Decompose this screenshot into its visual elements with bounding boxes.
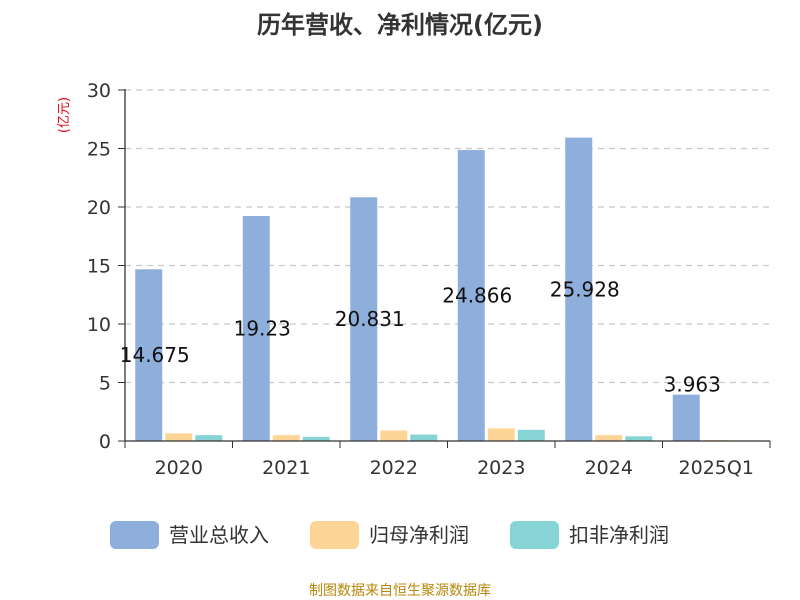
y-axis-unit-label: (亿元)	[57, 97, 72, 133]
data-label-2023: 24.866	[442, 284, 512, 308]
bar-2-2024	[595, 435, 623, 441]
bar-1-2025Q1	[672, 394, 700, 441]
legend-swatch-1	[110, 521, 159, 549]
x-tick-label-2025Q1: 2025Q1	[679, 457, 754, 479]
chart-title: 历年营收、净利情况(亿元)	[257, 11, 543, 39]
data-label-2021: 19.23	[234, 317, 291, 341]
y-tick-label: 25	[87, 139, 111, 161]
y-tick-label: 0	[99, 431, 111, 453]
y-tick-label: 15	[87, 256, 111, 278]
y-tick-label: 30	[87, 80, 111, 102]
x-tick-label-2020: 2020	[155, 457, 203, 479]
data-label-2025Q1: 3.963	[664, 373, 721, 397]
y-axis-ticks: 0 5 10 15 20 25 30	[87, 80, 125, 453]
gridlines	[125, 89, 770, 384]
x-tick-label-2021: 2021	[262, 457, 310, 479]
bar-2-2020	[165, 433, 193, 441]
legend-label-1: 营业总收入	[169, 523, 269, 547]
x-tick-label-2022: 2022	[370, 457, 418, 479]
bar-2-2022	[380, 430, 408, 441]
legend-swatch-3	[510, 521, 559, 549]
bar-1-2024	[565, 137, 593, 441]
legend: 营业总收入 归母净利润 扣非净利润	[110, 521, 669, 549]
x-tick-label-2024: 2024	[585, 457, 633, 479]
data-labels: 14.675 19.23 20.831 24.866 25.928 3.963	[120, 277, 721, 396]
bar-2-2021	[272, 435, 300, 441]
bar-1-2022	[350, 197, 378, 441]
bar-2-2023	[487, 428, 515, 441]
y-tick-label: 10	[87, 314, 111, 336]
legend-label-3: 扣非净利润	[569, 523, 669, 547]
bar-1-2021	[242, 216, 270, 441]
data-label-2022: 20.831	[335, 307, 405, 331]
data-label-2024: 25.928	[550, 277, 620, 301]
y-tick-label: 20	[87, 197, 111, 219]
bar-3-2021	[302, 436, 330, 441]
x-tick-label-2023: 2023	[477, 457, 525, 479]
bar-1-2023	[457, 150, 485, 441]
y-tick-label: 5	[99, 373, 111, 395]
legend-label-2: 归母净利润	[369, 523, 469, 547]
bar-3-2020	[195, 435, 223, 441]
bar-series	[135, 137, 760, 441]
legend-swatch-2	[310, 521, 359, 549]
data-label-2020: 14.675	[120, 343, 190, 367]
x-axis-ticks: 2020 2021 2022 2023 2024 2025Q1	[124, 441, 771, 479]
bar-3-2024	[625, 436, 653, 441]
bar-3-2023	[517, 429, 545, 441]
bar-3-2022	[410, 434, 438, 441]
data-source-footer: 制图数据来自恒生聚源数据库	[309, 583, 491, 599]
bar-1-2020	[135, 269, 163, 441]
